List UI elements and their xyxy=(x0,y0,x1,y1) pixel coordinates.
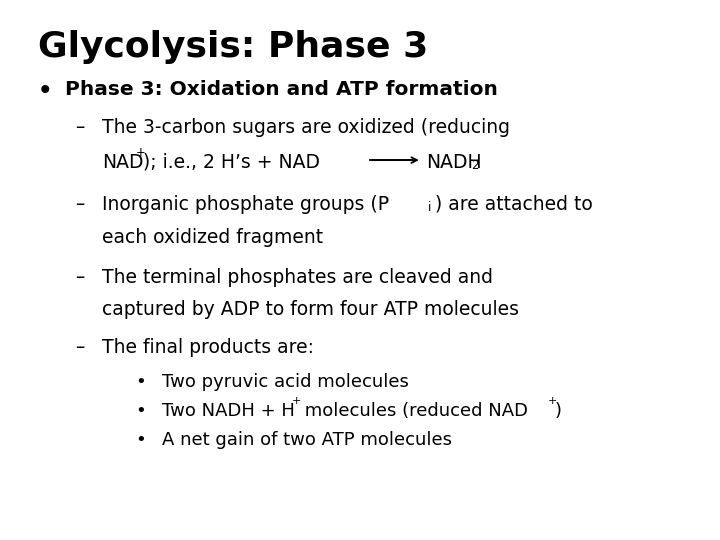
Text: +: + xyxy=(548,396,557,406)
Text: –: – xyxy=(75,338,84,357)
Text: –: – xyxy=(75,268,84,287)
Text: –: – xyxy=(75,195,84,214)
Text: •: • xyxy=(135,402,145,420)
Text: NAD: NAD xyxy=(102,153,143,172)
Text: Glycolysis: Phase 3: Glycolysis: Phase 3 xyxy=(38,30,428,64)
Text: +: + xyxy=(292,396,302,406)
Text: –: – xyxy=(75,118,84,137)
Text: Inorganic phosphate groups (P: Inorganic phosphate groups (P xyxy=(102,195,389,214)
Text: •: • xyxy=(38,80,53,103)
Text: NADH: NADH xyxy=(426,153,482,172)
Text: The 3-carbon sugars are oxidized (reducing: The 3-carbon sugars are oxidized (reduci… xyxy=(102,118,510,137)
Text: The terminal phosphates are cleaved and: The terminal phosphates are cleaved and xyxy=(102,268,493,287)
Text: •: • xyxy=(135,431,145,449)
Text: captured by ADP to form four ATP molecules: captured by ADP to form four ATP molecul… xyxy=(102,300,519,319)
Text: •: • xyxy=(135,373,145,391)
Text: +: + xyxy=(136,146,145,159)
Text: ); i.e., 2 H’s + NAD: ); i.e., 2 H’s + NAD xyxy=(143,153,320,172)
Text: 2: 2 xyxy=(471,159,478,172)
Text: molecules (reduced NAD: molecules (reduced NAD xyxy=(299,402,528,420)
Text: ): ) xyxy=(554,402,562,420)
Text: Two NADH + H: Two NADH + H xyxy=(162,402,295,420)
Text: Phase 3: Oxidation and ATP formation: Phase 3: Oxidation and ATP formation xyxy=(65,80,498,99)
Text: ) are attached to: ) are attached to xyxy=(435,195,593,214)
Text: The final products are:: The final products are: xyxy=(102,338,314,357)
Text: Two pyruvic acid molecules: Two pyruvic acid molecules xyxy=(162,373,409,391)
Text: each oxidized fragment: each oxidized fragment xyxy=(102,228,323,247)
Text: i: i xyxy=(428,201,431,214)
Text: A net gain of two ATP molecules: A net gain of two ATP molecules xyxy=(162,431,452,449)
